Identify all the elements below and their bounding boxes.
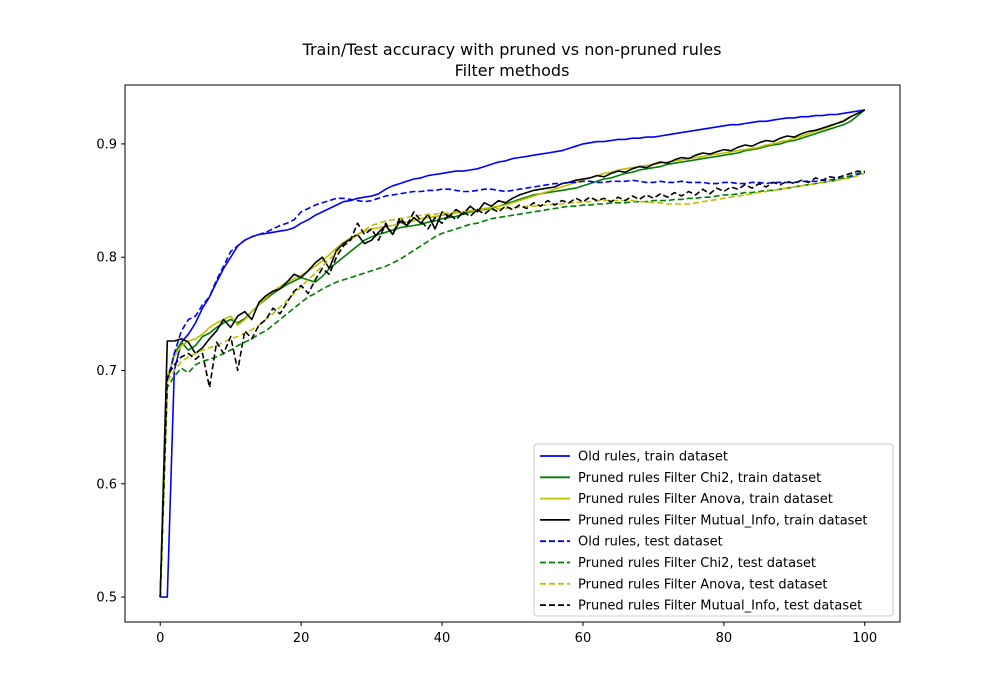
legend-label: Pruned rules Filter Mutual_Info, train d… [578,513,868,528]
x-tick-label: 60 [575,631,592,646]
chart-subtitle: Filter methods [455,61,570,80]
x-tick-label: 80 [716,631,733,646]
legend-label: Pruned rules Filter Mutual_Info, test da… [578,599,862,614]
series-line-6 [159,172,866,598]
chart-title: Train/Test accuracy with pruned vs non-p… [302,40,722,59]
legend-label: Pruned rules Filter Anova, train dataset [578,492,833,507]
legend-label: Pruned rules Filter Chi2, train dataset [578,471,821,486]
x-tick-label: 0 [156,631,164,646]
legend-box [533,443,894,617]
legend-label: Old rules, test dataset [578,535,723,550]
x-tick-label: 100 [852,631,877,646]
x-tick-label: 40 [434,631,451,646]
legend-label: Pruned rules Filter Anova, test dataset [578,577,828,592]
y-tick-label: 0.5 [96,591,117,606]
y-tick-label: 0.7 [96,364,117,379]
legend: Old rules, train dataset Pruned rules Fil… [533,443,894,617]
x-tick-label: 20 [293,631,310,646]
series-line-5 [159,170,866,598]
plot-area: 0 20 40 60 80 100 0.5 0.6 0.7 0.8 0.9 [96,84,901,646]
y-tick-label: 0.9 [96,137,117,152]
series-line-2 [159,109,866,598]
y-tick-label: 0.8 [96,251,117,266]
legend-label: Old rules, train dataset [578,450,728,465]
series-line-0 [160,109,865,598]
series-line-3 [159,109,866,598]
series-line-4 [159,171,866,598]
y-tick-label: 0.6 [96,477,117,492]
axes-frame [124,84,901,623]
legend-label: Pruned rules Filter Chi2, test dataset [578,556,816,571]
